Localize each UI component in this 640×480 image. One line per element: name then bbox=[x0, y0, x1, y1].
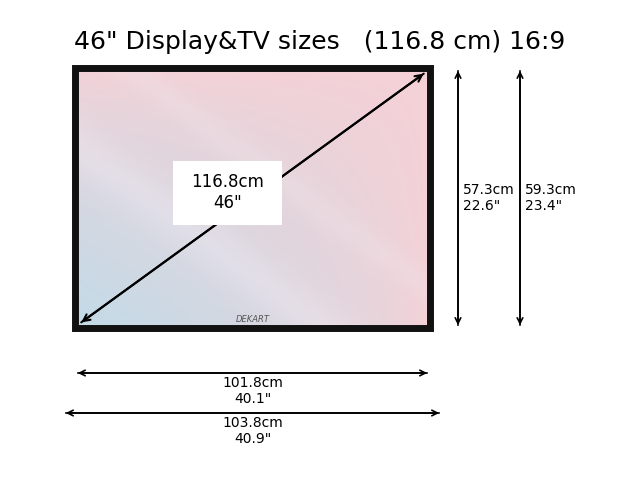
Text: 57.3cm
22.6": 57.3cm 22.6" bbox=[463, 183, 515, 213]
Text: 116.8cm
46": 116.8cm 46" bbox=[191, 173, 264, 212]
Text: 103.8cm
40.9": 103.8cm 40.9" bbox=[222, 416, 283, 446]
Text: DEKART: DEKART bbox=[236, 315, 269, 324]
Bar bbox=[75, 68, 430, 328]
Text: 46" Display&TV sizes   (116.8 cm) 16:9: 46" Display&TV sizes (116.8 cm) 16:9 bbox=[74, 30, 566, 54]
Text: 101.8cm
40.1": 101.8cm 40.1" bbox=[222, 376, 283, 406]
Text: 59.3cm
23.4": 59.3cm 23.4" bbox=[525, 183, 577, 213]
FancyBboxPatch shape bbox=[173, 161, 282, 225]
